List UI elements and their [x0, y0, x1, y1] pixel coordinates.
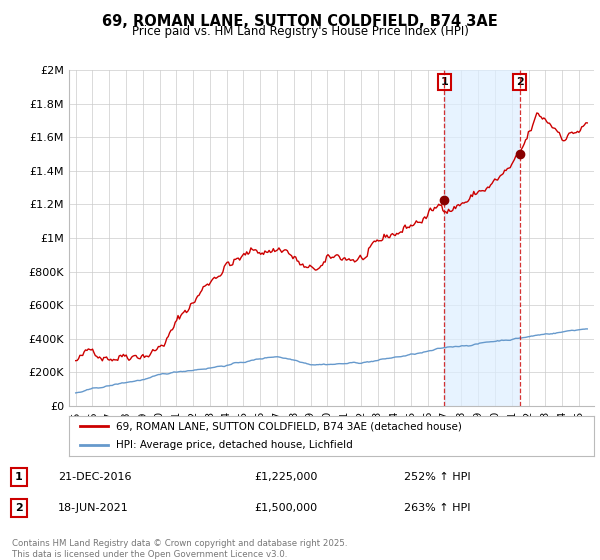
Text: £1,225,000: £1,225,000	[254, 472, 317, 482]
Text: 1: 1	[15, 472, 23, 482]
Text: Price paid vs. HM Land Registry's House Price Index (HPI): Price paid vs. HM Land Registry's House …	[131, 25, 469, 38]
Bar	[444, 70, 520, 406]
Text: HPI: Average price, detached house, Lichfield: HPI: Average price, detached house, Lich…	[116, 440, 353, 450]
Text: 2: 2	[515, 77, 523, 87]
Text: 263% ↑ HPI: 263% ↑ HPI	[404, 503, 470, 514]
Text: 252% ↑ HPI: 252% ↑ HPI	[404, 472, 470, 482]
Text: 69, ROMAN LANE, SUTTON COLDFIELD, B74 3AE (detached house): 69, ROMAN LANE, SUTTON COLDFIELD, B74 3A…	[116, 421, 462, 431]
Text: 2: 2	[15, 503, 23, 514]
Text: £1,500,000: £1,500,000	[254, 503, 317, 514]
Text: 69, ROMAN LANE, SUTTON COLDFIELD, B74 3AE: 69, ROMAN LANE, SUTTON COLDFIELD, B74 3A…	[102, 14, 498, 29]
Text: 1: 1	[440, 77, 448, 87]
Text: 18-JUN-2021: 18-JUN-2021	[58, 503, 129, 514]
Text: 21-DEC-2016: 21-DEC-2016	[58, 472, 131, 482]
Text: Contains HM Land Registry data © Crown copyright and database right 2025.
This d: Contains HM Land Registry data © Crown c…	[12, 539, 347, 559]
